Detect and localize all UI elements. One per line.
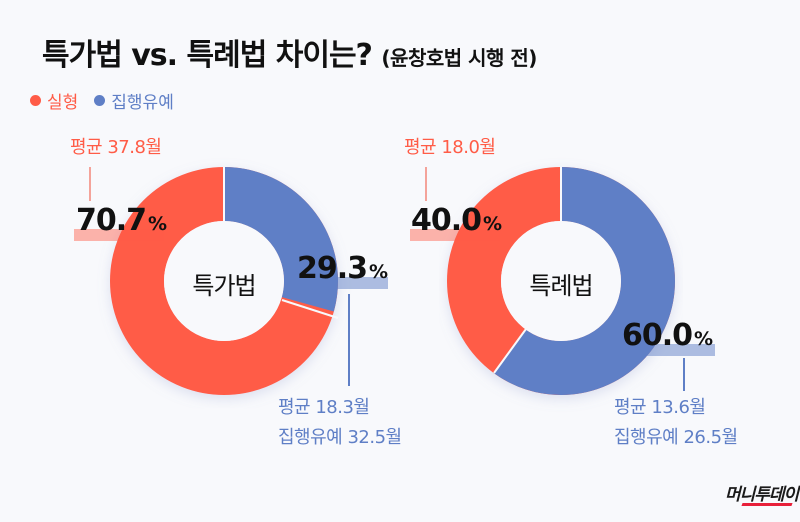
prison-percentage: 40.0% xyxy=(411,203,502,238)
legend-item-prison: 실형 xyxy=(30,88,78,113)
title-subtitle: (윤창호법 시행 전) xyxy=(381,46,537,70)
probation-percentage: 29.3% xyxy=(297,251,388,286)
probation-note: 평균 13.6월 집행유예 26.5월 xyxy=(614,397,738,448)
chart-label: 특례법 xyxy=(529,272,593,300)
leader-line xyxy=(348,294,350,386)
logo-underline xyxy=(741,503,793,506)
prison-percentage: 70.7% xyxy=(76,203,167,238)
probation-note: 평균 18.3월 집행유예 32.5월 xyxy=(278,397,402,448)
legend-label-prison: 실형 xyxy=(47,93,79,113)
prison-note: 평균 37.8월 xyxy=(70,137,162,158)
leader-line xyxy=(425,167,427,201)
prison-note: 평균 18.0월 xyxy=(404,137,496,158)
donut-chart-special-case-act xyxy=(447,167,675,395)
highlight-bar xyxy=(621,344,715,356)
publisher-logo: 머니투데이 xyxy=(725,485,799,505)
leader-line xyxy=(683,358,685,391)
title-main: 특가법 vs. 특례법 차이는? xyxy=(42,38,373,73)
page-title: 특가법 vs. 특례법 차이는? (윤창호법 시행 전) xyxy=(42,30,537,74)
leader-line xyxy=(89,167,91,201)
highlight-bar xyxy=(410,229,500,241)
legend-label-probation: 집행유예 xyxy=(111,93,174,113)
legend-item-probation: 집행유예 xyxy=(94,88,174,113)
chart-label: 특가법 xyxy=(192,272,256,300)
prison-dot-icon xyxy=(30,95,41,106)
highlight-bar xyxy=(74,229,164,241)
probation-dot-icon xyxy=(94,95,106,106)
probation-percentage: 60.0% xyxy=(622,318,713,353)
highlight-bar xyxy=(296,277,388,289)
legend: 실형 집행유예 xyxy=(30,88,174,113)
